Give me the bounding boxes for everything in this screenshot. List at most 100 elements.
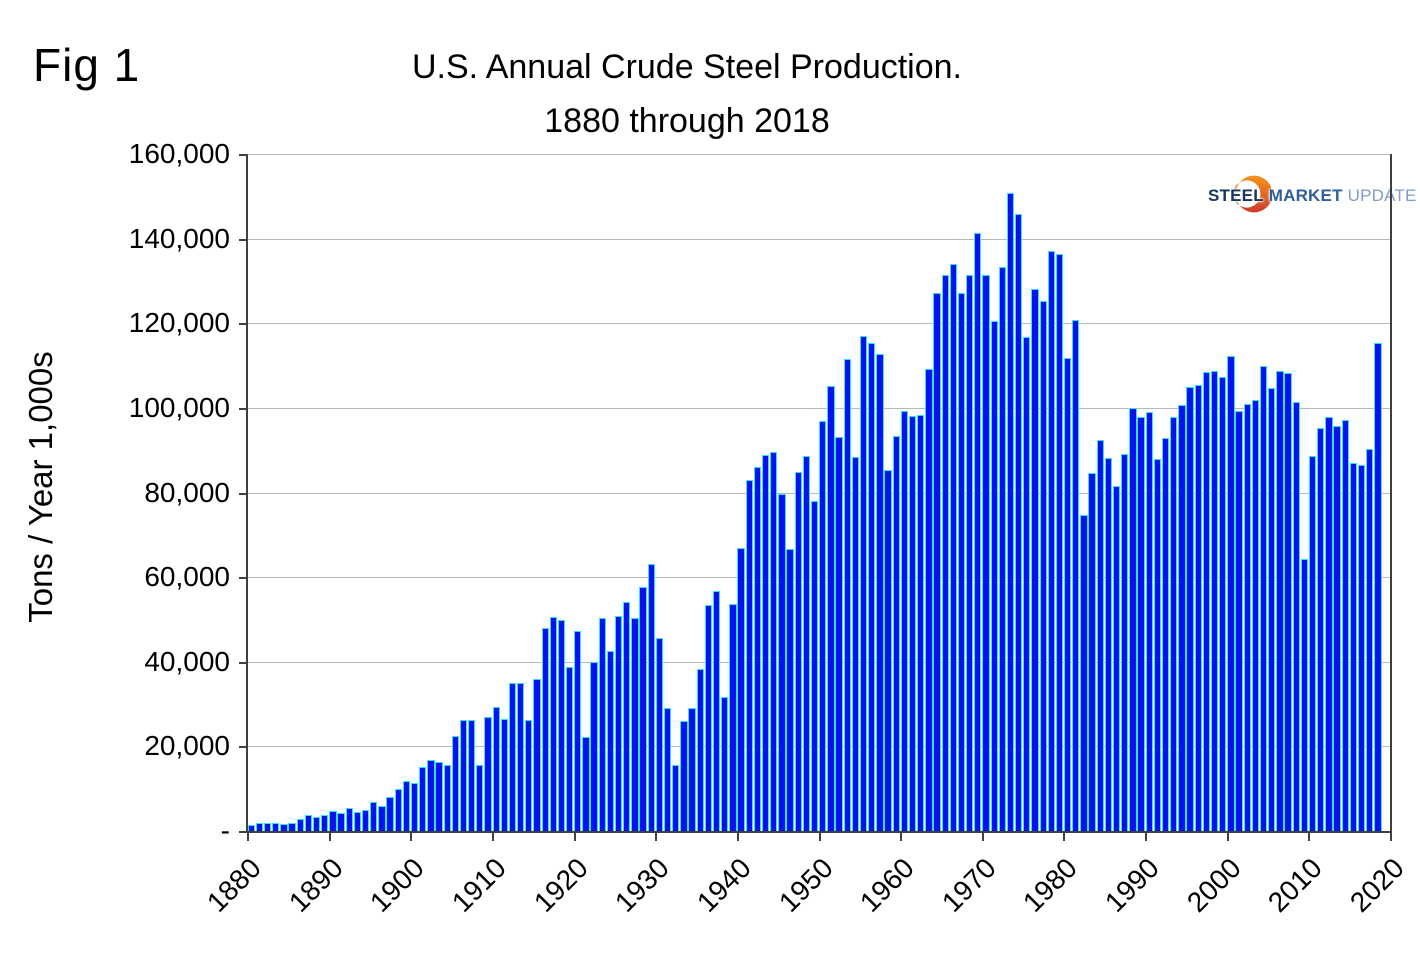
bar (1366, 449, 1374, 831)
bar (1072, 319, 1080, 831)
y-tick-label: 160,000 (128, 138, 230, 169)
y-tick-label: 100,000 (128, 391, 230, 423)
bar (378, 805, 386, 831)
x-tick-mark (247, 833, 249, 841)
bar (917, 414, 925, 831)
bar (590, 662, 598, 831)
bar (1186, 387, 1194, 831)
bar (696, 669, 704, 831)
bar (484, 717, 492, 831)
bar (835, 436, 843, 831)
x-tick-mark (1145, 833, 1147, 841)
bar (1308, 455, 1317, 831)
bar (966, 274, 974, 831)
bar (868, 343, 876, 831)
bar (517, 682, 525, 831)
y-tick-mark (239, 831, 247, 833)
bar (639, 586, 647, 831)
bar (1243, 403, 1251, 831)
bar (1357, 465, 1366, 831)
y-tick-mark (239, 577, 247, 580)
bar (1161, 437, 1170, 831)
right-border-line (1390, 154, 1392, 833)
bar (1219, 376, 1227, 831)
bar (712, 591, 721, 831)
bar (321, 814, 329, 831)
bar (1129, 408, 1137, 831)
bar (1194, 385, 1202, 831)
bar (304, 815, 313, 831)
logo-text: STEEL MARKET UPDATE (1208, 186, 1417, 206)
bar (1023, 337, 1031, 831)
bar (1104, 457, 1113, 831)
bar (288, 822, 296, 831)
bar (312, 817, 321, 831)
bar (443, 765, 451, 831)
logo-crescent-icon (1233, 175, 1273, 213)
y-tick-label: 60,000 (144, 561, 230, 593)
bar (419, 767, 427, 831)
bar (296, 818, 304, 831)
bar (500, 718, 508, 831)
bar (900, 410, 909, 831)
bar (280, 823, 288, 831)
x-axis-line (246, 831, 1391, 833)
gridline (247, 407, 1390, 409)
x-tick-mark (655, 833, 658, 841)
bar (1080, 515, 1088, 831)
bar (361, 810, 370, 831)
bar (614, 615, 623, 831)
x-tick-mark (818, 833, 821, 841)
x-tick-mark (1226, 833, 1229, 841)
x-tick-mark (328, 833, 331, 841)
x-tick-mark (410, 833, 413, 841)
bar (329, 810, 337, 831)
x-tick-mark (1390, 833, 1392, 841)
bar (1153, 459, 1162, 831)
bar (1006, 192, 1015, 831)
bar (1349, 463, 1358, 831)
bar (1031, 289, 1039, 831)
bar (680, 720, 688, 831)
bar (1292, 402, 1300, 831)
bar (1235, 410, 1243, 831)
y-tick-label: 120,000 (128, 307, 230, 339)
bar (1202, 371, 1211, 831)
bar (819, 421, 827, 831)
bar (737, 547, 745, 831)
bar (1317, 428, 1325, 831)
bar (827, 385, 835, 831)
bar (1055, 254, 1064, 831)
bar (1333, 425, 1341, 831)
y-tick-label: 40,000 (144, 645, 230, 677)
chart-title: U.S. Annual Crude Steel Production. (412, 48, 962, 86)
bar (492, 707, 500, 831)
bar (1112, 485, 1121, 831)
x-tick-mark (1308, 833, 1311, 841)
bar (802, 455, 811, 831)
bar (1374, 343, 1382, 831)
bar (1300, 558, 1309, 831)
bar (1178, 405, 1186, 831)
bar (933, 293, 941, 831)
bar (729, 603, 737, 831)
bar (370, 802, 378, 831)
bar (1096, 439, 1104, 831)
bar (1251, 399, 1260, 831)
bar (925, 368, 933, 831)
x-tick-mark (491, 833, 494, 841)
bar (721, 696, 729, 831)
bar (672, 765, 680, 831)
gridline (247, 661, 1390, 663)
bar (1268, 388, 1276, 831)
y-tick-mark (239, 661, 247, 664)
bar (337, 812, 345, 831)
bar (688, 707, 696, 831)
bar (1210, 370, 1219, 831)
bar (1121, 453, 1129, 831)
gridline (247, 154, 1390, 155)
bar (761, 455, 770, 831)
gridline (247, 577, 1390, 579)
bar (745, 480, 753, 831)
